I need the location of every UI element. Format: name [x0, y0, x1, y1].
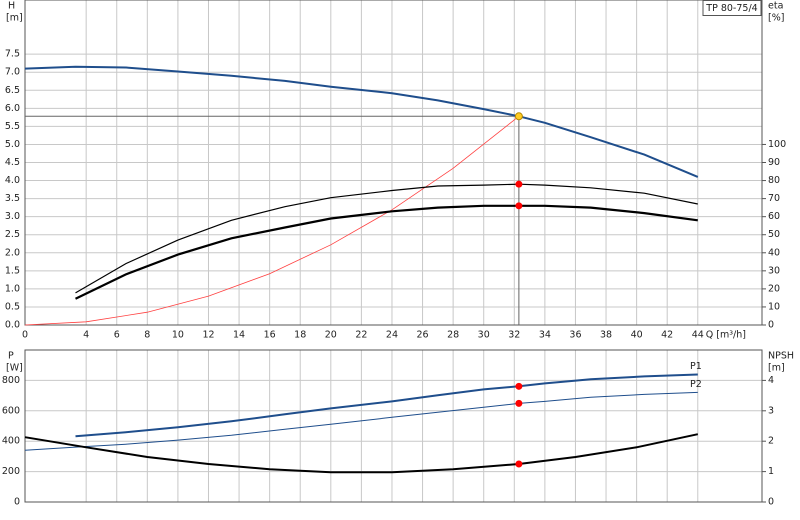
y-tick-label: 400 — [2, 436, 20, 447]
y-tick-label: 4.0 — [5, 175, 20, 186]
y2-axis-label: NPSH — [768, 351, 794, 362]
x-tick-label: 26 — [417, 330, 429, 341]
plot-frame — [24, 349, 763, 503]
y2-axis-unit: [m] — [768, 363, 785, 374]
x-tick-label: 32 — [508, 330, 520, 341]
x-tick-label: 16 — [264, 330, 276, 341]
operating-point — [515, 460, 523, 468]
y-tick-label: 600 — [2, 405, 20, 416]
y2-tick-label: 0 — [768, 497, 774, 508]
y2-tick-label: 40 — [768, 247, 780, 258]
x-tick-label: 34 — [539, 330, 551, 341]
y2-tick-label: 2 — [768, 436, 774, 447]
operating-point — [515, 382, 523, 390]
x-tick-label: 0 — [22, 330, 28, 341]
x-tick-label: 28 — [447, 330, 459, 341]
x-tick-label: 40 — [631, 330, 643, 341]
x-tick-label: 44 — [692, 330, 704, 341]
plot-frame — [24, 0, 763, 326]
x-tick-label: 18 — [294, 330, 306, 341]
y2-tick-label: 60 — [768, 211, 780, 222]
y2-tick-label: 3 — [768, 405, 774, 416]
y-tick-label: 1.0 — [5, 283, 20, 294]
series-label: P1 — [690, 361, 702, 372]
x-tick-label: 22 — [355, 330, 367, 341]
series-line — [24, 65, 699, 178]
operating-point — [515, 202, 523, 210]
y-tick-label: 3.5 — [5, 193, 20, 204]
y2-tick-label: 100 — [768, 139, 786, 150]
x-tick-label: 12 — [202, 330, 214, 341]
x-tick-label: 4 — [83, 330, 89, 341]
operating-point — [515, 180, 523, 188]
y-tick-label: 3.0 — [5, 211, 20, 222]
y-tick-label: 7.5 — [5, 49, 20, 60]
y-tick-label: 7.0 — [5, 67, 20, 78]
y-tick-label: 800 — [2, 375, 20, 386]
y-tick-label: 5.0 — [5, 139, 20, 150]
y2-tick-label: 50 — [768, 229, 780, 240]
y-tick-label: 0 — [14, 497, 20, 508]
title-box — [702, 0, 762, 16]
y-axis-label: P — [8, 351, 14, 362]
y2-tick-label: 70 — [768, 193, 780, 204]
y2-tick-label: 0 — [768, 320, 774, 331]
operating-point — [515, 399, 523, 407]
series-line — [24, 115, 520, 326]
y2-tick-label: 1 — [768, 466, 774, 477]
y2-tick-label: 20 — [768, 283, 780, 294]
x-tick-label: 42 — [661, 330, 673, 341]
x-tick-label: 10 — [172, 330, 184, 341]
y-tick-label: 200 — [2, 466, 20, 477]
series-line — [75, 183, 698, 294]
x-tick-label: 20 — [325, 330, 337, 341]
x-tick-label: 6 — [114, 330, 120, 341]
x-axis-label: Q [m³/h] — [706, 330, 746, 341]
y-tick-label: 0.0 — [5, 320, 20, 331]
y2-axis-unit: [%] — [768, 13, 784, 24]
operating-point — [514, 112, 523, 121]
x-tick-label: 14 — [233, 330, 245, 341]
series-line — [24, 433, 699, 474]
x-tick-label: 24 — [386, 330, 398, 341]
y2-tick-label: 80 — [768, 175, 780, 186]
y2-tick-label: 10 — [768, 301, 780, 312]
series-line — [75, 204, 698, 300]
y-axis-label: H — [8, 1, 15, 12]
y-tick-label: 6.0 — [5, 103, 20, 114]
x-tick-label: 8 — [144, 330, 150, 341]
y2-tick-label: 90 — [768, 157, 780, 168]
x-tick-label: 36 — [569, 330, 581, 341]
y-tick-label: 5.5 — [5, 121, 20, 132]
y2-axis-label: eta — [768, 1, 783, 12]
x-tick-label: 30 — [478, 330, 490, 341]
series-line — [24, 391, 698, 451]
x-tick-label: 38 — [600, 330, 612, 341]
y-axis-unit: [m] — [6, 13, 23, 24]
chart-title: TP 80-75/4 — [705, 3, 757, 14]
y-tick-label: 4.5 — [5, 157, 20, 168]
series-line — [75, 373, 698, 438]
y2-tick-label: 30 — [768, 265, 780, 276]
y-tick-label: 2.0 — [5, 247, 20, 258]
y-axis-unit: [W] — [6, 363, 23, 374]
series-label: P2 — [690, 379, 702, 390]
y-tick-label: 1.5 — [5, 265, 20, 276]
y-tick-label: 0.5 — [5, 301, 20, 312]
y2-tick-label: 4 — [768, 375, 774, 386]
y-tick-label: 2.5 — [5, 229, 20, 240]
y-tick-label: 6.5 — [5, 85, 20, 96]
